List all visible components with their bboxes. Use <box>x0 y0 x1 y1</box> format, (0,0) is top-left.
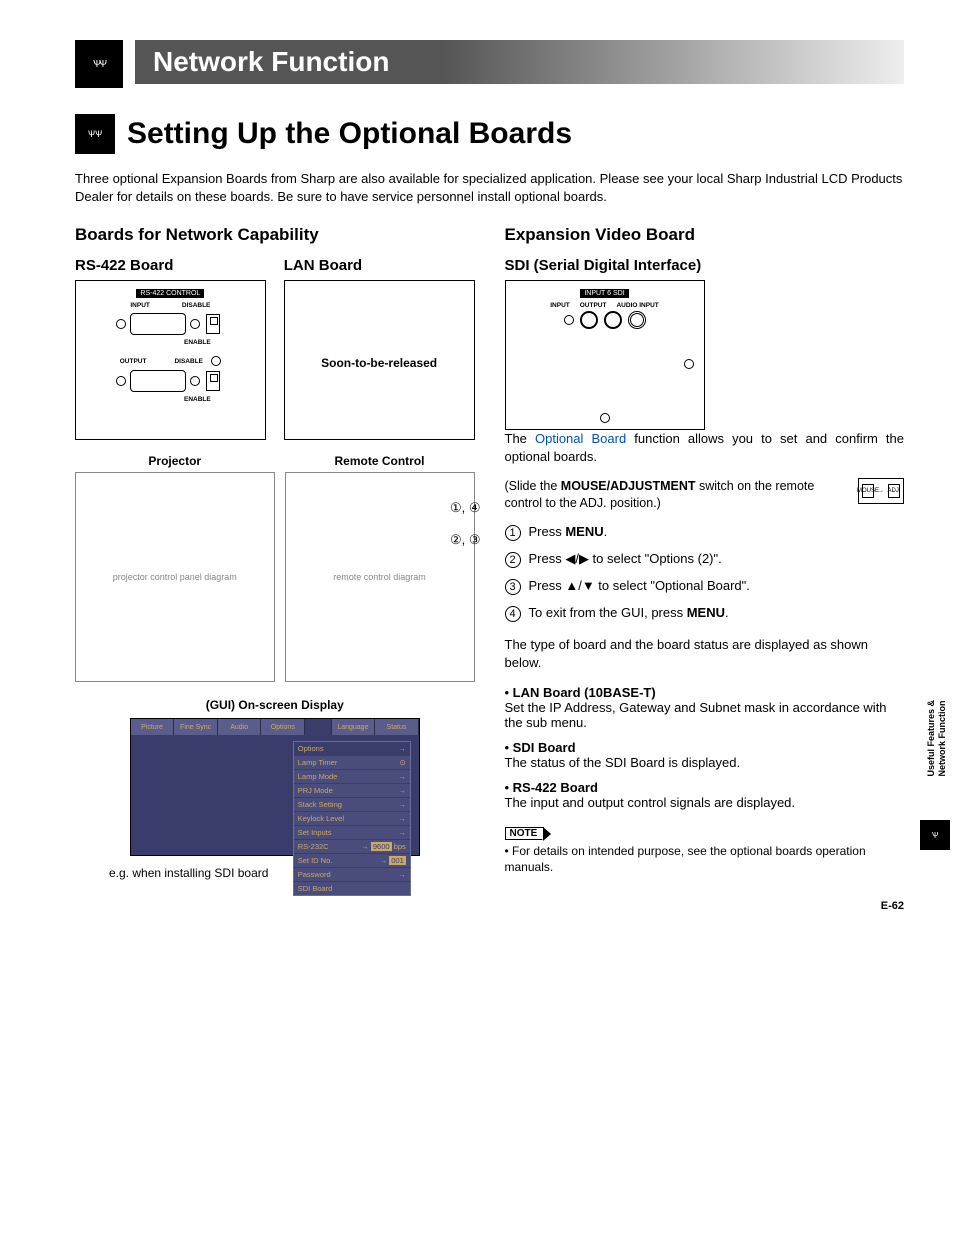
step-1: 1Press MENU. <box>505 524 905 541</box>
gui-menu-item: Set ID No. <box>298 856 333 865</box>
side-tab: Useful Features & Network Function <box>926 700 948 777</box>
lan-soon-text: Soon-to-be-released <box>321 356 437 370</box>
bullet-rs422: • RS-422 BoardThe input and output contr… <box>505 780 905 810</box>
right-column: Expansion Video Board SDI (Serial Digita… <box>505 225 905 880</box>
gui-title: (GUI) On-screen Display <box>75 698 475 712</box>
step-2: 2Press ◀/▶ to select "Options (2)". <box>505 551 905 568</box>
section-title: Setting Up the Optional Boards <box>127 117 572 151</box>
sdi-title: SDI (Serial Digital Interface) <box>505 257 905 274</box>
gui-menu-item: Lamp Mode <box>298 772 338 781</box>
network-icon-small: ѰѰ <box>75 114 115 154</box>
sdi-audio-label: AUDIO INPUT <box>616 302 658 309</box>
gui-tabs: Picture Fine Sync Audio Options Language… <box>131 719 419 735</box>
gui-tab: Options <box>261 719 305 735</box>
sdi-strip: INPUT 6 SDI <box>580 289 628 298</box>
slide-instruction: (Slide the MOUSE/ADJUSTMENT switch on th… <box>505 478 851 512</box>
note-text: • For details on intended purpose, see t… <box>505 843 905 875</box>
gui-rs232-unit: bps <box>394 842 406 851</box>
intro-paragraph: Three optional Expansion Boards from Sha… <box>75 170 904 205</box>
remote-diagram: remote control diagram <box>285 472 475 682</box>
rs422-disable-label2: DISABLE <box>174 358 203 365</box>
gui-options-menu: Options→ Lamp Timer⊙ Lamp Mode→ PRJ Mode… <box>293 741 411 896</box>
gui-menu-item: SDI Board <box>298 884 333 893</box>
gui-tab-spacer <box>305 719 332 735</box>
remote-label: Remote Control <box>285 454 475 468</box>
rs422-output-label: OUTPUT <box>120 358 147 365</box>
projector-diagram: projector control panel diagram <box>75 472 275 682</box>
callout-2-3: ②, ③ <box>450 532 481 548</box>
sdi-output-label: OUTPUT <box>580 302 607 309</box>
switch-adj: ADJ. <box>888 484 900 498</box>
lan-title: LAN Board <box>284 257 475 274</box>
gui-caption: e.g. when installing SDI board <box>109 866 475 880</box>
rs422-enable-label: ENABLE <box>184 339 211 346</box>
gui-screenshot: Picture Fine Sync Audio Options Language… <box>130 718 420 856</box>
rs422-input-label: INPUT <box>130 302 150 309</box>
lan-board-diagram: Soon-to-be-released <box>284 280 475 440</box>
gui-rs232-val: 9600 <box>371 842 392 851</box>
rs422-enable-label2: ENABLE <box>184 396 211 403</box>
gui-tab: Language <box>332 719 376 735</box>
expansion-heading: Expansion Video Board <box>505 225 905 245</box>
network-icon: ѰѰ <box>75 40 123 88</box>
gui-tab: Picture <box>131 719 175 735</box>
bullet-sdi: • SDI BoardThe status of the SDI Board i… <box>505 740 905 770</box>
boards-network-heading: Boards for Network Capability <box>75 225 475 245</box>
gui-menu-item: Keylock Level <box>298 814 344 823</box>
board-bullets: • LAN Board (10BASE-T)Set the IP Address… <box>505 685 905 810</box>
optional-board-link: Optional Board <box>535 431 626 446</box>
optional-board-para: The Optional Board function allows you t… <box>505 430 905 466</box>
switch-mouse: MOUSE <box>862 484 874 498</box>
mouse-adj-bold: MOUSE/ADJUSTMENT <box>561 479 696 493</box>
gui-tab: Fine Sync <box>174 719 218 735</box>
board-status-para: The type of board and the board status a… <box>505 636 905 672</box>
step-4: 4To exit from the GUI, press MENU. <box>505 605 905 622</box>
rs422-disable-label: DISABLE <box>182 302 211 309</box>
gui-menu-item: Set Inputs <box>298 828 332 837</box>
step1-menu: MENU <box>565 524 603 539</box>
mouse-adj-switch-icon: MOUSE → ADJ. <box>858 478 904 504</box>
gui-setid-val: 001 <box>389 856 406 865</box>
step4-menu: MENU <box>687 605 725 620</box>
rs422-title: RS-422 Board <box>75 257 266 274</box>
projector-label: Projector <box>75 454 275 468</box>
sdi-input-label: INPUT <box>550 302 570 309</box>
gui-menu-item: Stack Setting <box>298 800 342 809</box>
step-3: 3Press ▲/▼ to select "Optional Board". <box>505 578 905 595</box>
gui-menu-item: RS-232C <box>298 842 329 851</box>
steps-list: 1Press MENU. 2Press ◀/▶ to select "Optio… <box>505 524 905 622</box>
gui-tab: Status <box>375 719 419 735</box>
side-network-icon: Ѱ <box>920 820 950 850</box>
bullet-lan: • LAN Board (10BASE-T)Set the IP Address… <box>505 685 905 730</box>
left-column: Boards for Network Capability RS-422 Boa… <box>75 225 475 880</box>
rs422-board-diagram: RS-422 CONTROL INPUT DISABLE ENABLE OUTP… <box>75 280 266 440</box>
rs422-strip: RS-422 CONTROL <box>136 289 204 298</box>
page-banner: Network Function <box>135 40 904 84</box>
sdi-board-diagram: INPUT 6 SDI INPUT OUTPUT AUDIO INPUT <box>505 280 705 430</box>
note-tag: NOTE <box>505 827 545 840</box>
gui-menu-title: Options <box>298 744 324 753</box>
gui-menu-item: PRJ Mode <box>298 786 333 795</box>
gui-menu-item: Password <box>298 870 331 879</box>
callout-1-4: ①, ④ <box>450 500 481 516</box>
gui-tab: Audio <box>218 719 262 735</box>
page-number: E-62 <box>881 900 904 912</box>
gui-menu-item: Lamp Timer <box>298 758 338 767</box>
